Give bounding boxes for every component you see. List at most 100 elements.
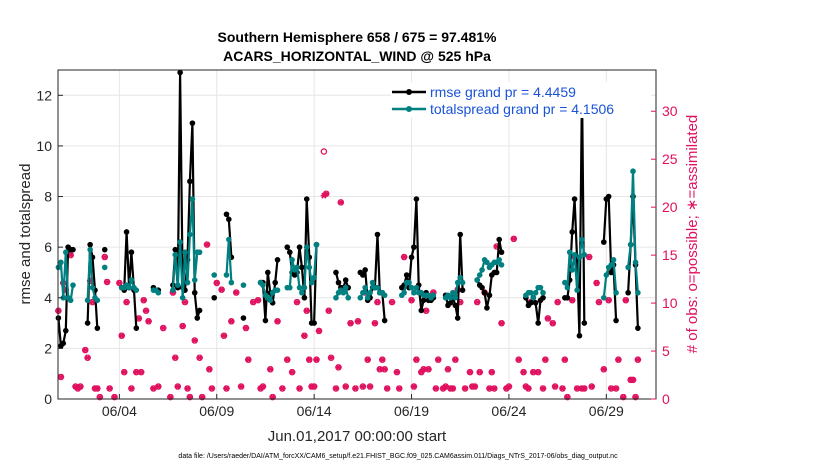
- spread-point: [345, 294, 352, 301]
- obs-assimilated-marker: [510, 235, 518, 242]
- obs-assimilated-marker: [466, 369, 474, 376]
- rmse-point: [413, 196, 420, 202]
- rmse-point: [286, 249, 293, 256]
- obs-assimilated-marker: [452, 356, 459, 363]
- y-tick-label-right: 5: [662, 343, 670, 359]
- plot-area: [58, 70, 656, 399]
- obs-assimilated-marker: [634, 356, 642, 363]
- rmse-point: [498, 249, 505, 256]
- spread-point: [87, 246, 93, 253]
- obs-assimilated-marker: [301, 332, 308, 339]
- rmse-point: [540, 294, 546, 301]
- obs-assimilated-marker: [191, 337, 198, 344]
- obs-assimilated-marker: [400, 254, 408, 261]
- obs-assimilated-marker: [284, 356, 291, 363]
- obs-assimilated-marker: [549, 320, 556, 327]
- spread-point: [342, 284, 349, 291]
- obs-assimilated-marker: [476, 369, 483, 376]
- obs-assimilated-marker: [145, 318, 152, 325]
- obs-assimilated-marker: [410, 383, 418, 390]
- x-axis: 06/04 06/09 06/14 06/19 06/24 06/29: [102, 394, 624, 419]
- data-file-footer: data file: /Users/raeder/DAI/ATM_forcXX/…: [178, 453, 618, 460]
- obs-assimilated-marker: [551, 383, 559, 390]
- rmse-point: [84, 320, 91, 326]
- obs-assimilated-marker: [103, 278, 111, 286]
- rmse-point: [481, 289, 488, 296]
- obs-assimilated-marker: [581, 385, 588, 392]
- rmse-point: [605, 193, 612, 200]
- rmse-point: [418, 307, 425, 314]
- spread-point: [299, 289, 305, 296]
- obs-assimilated-marker: [306, 356, 313, 363]
- spread-point: [498, 262, 505, 268]
- obs-assimilated-marker: [379, 356, 386, 363]
- rmse-point: [333, 269, 339, 276]
- spread-point: [62, 249, 69, 256]
- chart-title-line2: ACARS_HORIZONTAL_WIND @ 525 hPa: [223, 48, 491, 64]
- rmse-point: [262, 317, 269, 324]
- spread-point: [179, 294, 186, 301]
- rmse-point: [70, 246, 76, 253]
- spread-point: [211, 272, 218, 278]
- obs-assimilated-marker: [310, 383, 318, 390]
- obs-assimilated-marker: [473, 299, 481, 306]
- spread-point: [627, 241, 634, 248]
- rmse-point: [128, 249, 135, 256]
- rmse-point: [187, 178, 193, 185]
- obs-assimilated-marker: [374, 299, 381, 306]
- rmse-point: [240, 315, 247, 321]
- rmse-point: [420, 297, 427, 304]
- obs-assimilated-marker: [525, 385, 532, 392]
- rmse-point: [133, 325, 140, 331]
- spread-point: [60, 294, 67, 301]
- rmse-point: [101, 246, 108, 253]
- legend-marker-rmse: [406, 89, 412, 95]
- spread-point: [184, 279, 191, 286]
- spread-point: [303, 244, 310, 250]
- y-axis-right: 0 5 10 15 20 25 30: [651, 103, 678, 407]
- rmse-point: [493, 269, 500, 276]
- obs-assimilated-marker: [172, 354, 179, 361]
- spread-point: [364, 294, 371, 301]
- obs-assimilated-marker: [352, 385, 359, 392]
- rmse-point: [381, 317, 388, 324]
- obs-assimilated-marker: [121, 369, 128, 376]
- obs-assimilated-marker: [274, 318, 281, 325]
- y-tick-label-right: 20: [662, 199, 678, 215]
- spread-point: [630, 168, 636, 175]
- obs-assimilated-marker: [245, 356, 252, 363]
- obs-assimilated-marker: [174, 383, 181, 390]
- obs-assimilated-marker: [279, 385, 286, 392]
- y-tick-label: 10: [36, 138, 52, 154]
- y-tick-label-right: 15: [662, 247, 678, 263]
- spread-point: [311, 274, 317, 281]
- obs-possible-marker: [320, 148, 328, 155]
- obs-assimilated-marker: [337, 199, 345, 206]
- rmse-point: [299, 264, 305, 271]
- obs-assimilated-marker: [82, 347, 89, 354]
- obs-assimilated-marker: [342, 383, 349, 390]
- spread-point: [454, 279, 461, 286]
- spread-point: [308, 279, 315, 286]
- obs-assimilated-marker: [213, 279, 220, 286]
- y-tick-label: 8: [44, 189, 52, 205]
- spread-point: [333, 294, 339, 301]
- obs-assimilated-marker: [325, 307, 332, 314]
- legend-label-rmse: rmse grand pr = 4.4459: [430, 84, 576, 100]
- obs-assimilated-marker: [593, 279, 600, 286]
- spread-point: [603, 272, 610, 278]
- obs-assimilated-marker: [408, 297, 415, 304]
- rmse-point: [211, 294, 218, 301]
- obs-assimilated-marker: [242, 324, 250, 332]
- spread-point: [101, 264, 108, 271]
- rmse-point: [223, 211, 230, 218]
- obs-assimilated-marker: [288, 369, 296, 376]
- obs-assimilated-marker: [498, 320, 505, 327]
- obs-assimilated-marker: [425, 366, 432, 373]
- x-tick-label: 06/29: [589, 403, 624, 419]
- obs-assimilated-marker: [142, 307, 150, 314]
- obs-assimilated-marker: [444, 366, 452, 373]
- rmse-point: [532, 300, 539, 306]
- obs-assimilated-marker: [313, 356, 320, 363]
- spread-point: [340, 289, 347, 296]
